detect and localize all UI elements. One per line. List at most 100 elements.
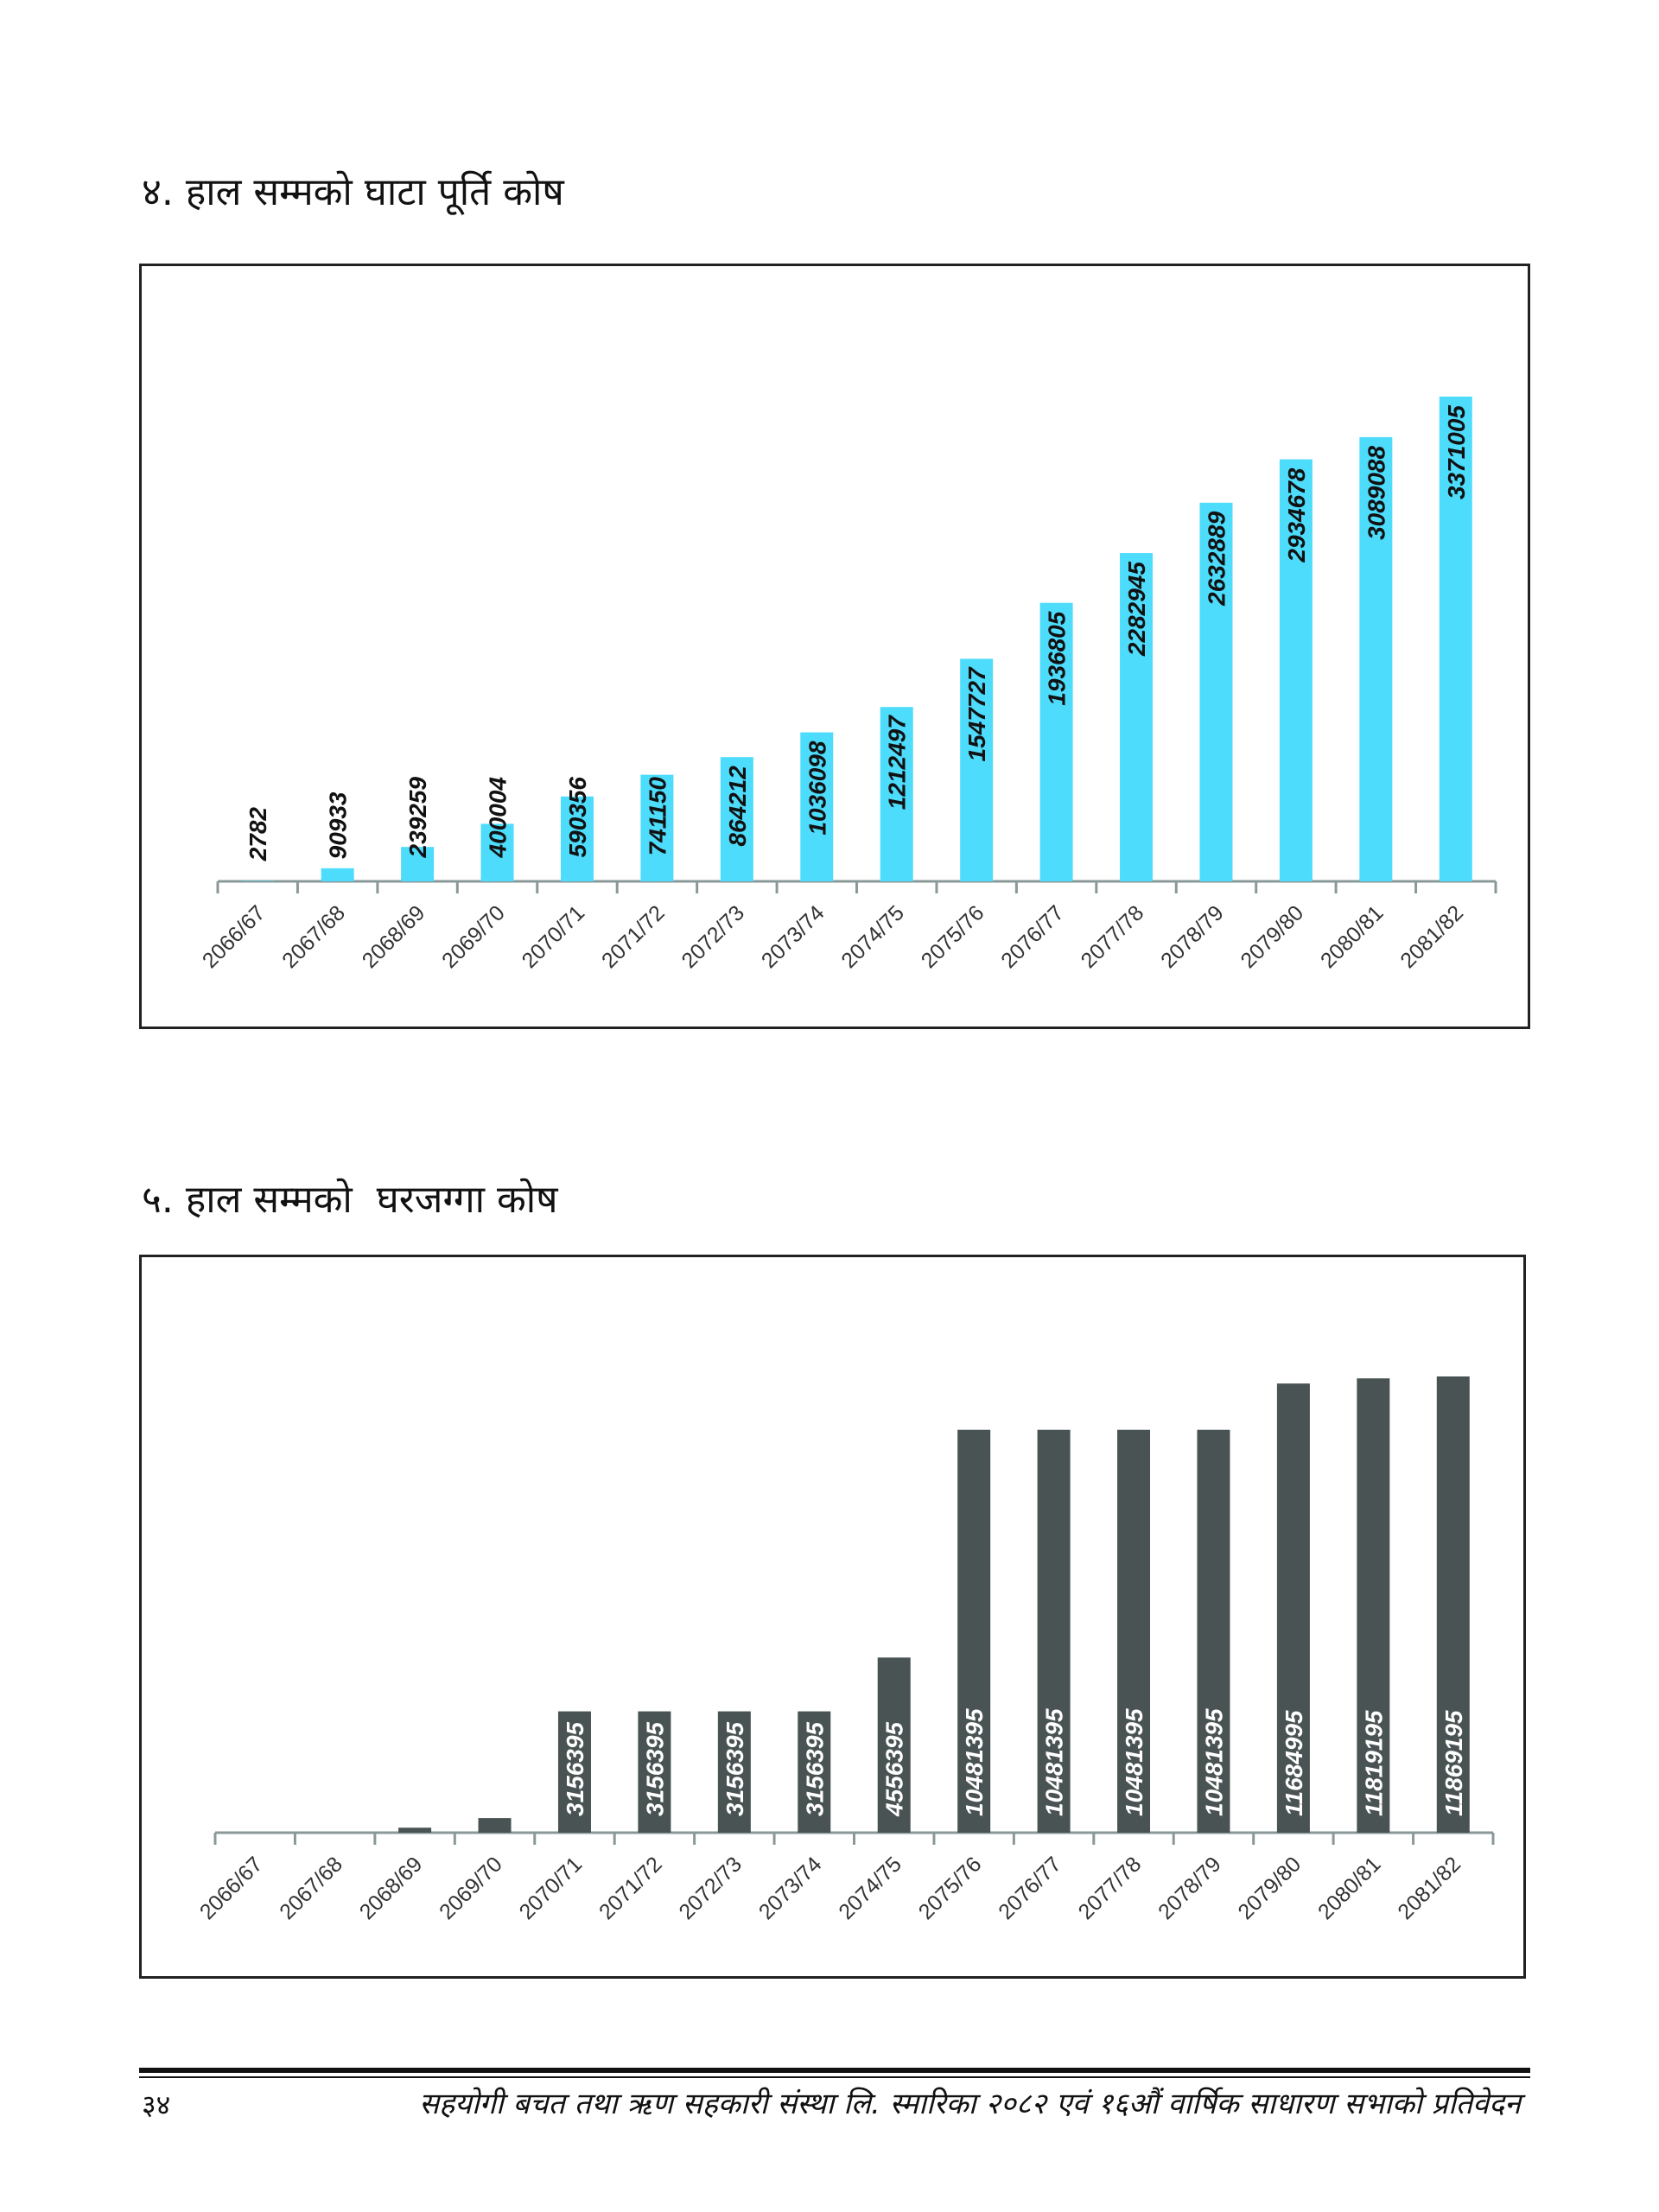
data-label: 2632889 (1203, 511, 1230, 606)
x-tick-label: 2080/81 (1313, 1852, 1386, 1924)
x-tick-label: 2070/71 (515, 1852, 588, 1924)
data-label: 2282945 (1123, 562, 1150, 657)
data-label: 3089088 (1363, 445, 1389, 539)
bar (798, 1711, 831, 1833)
data-label: 1212497 (884, 715, 911, 810)
footer-text: सहयोगी बचत तथा ऋण सहकारी संस्था लि. स्मा… (419, 2087, 1521, 2121)
x-tick-label: 2069/70 (437, 900, 510, 973)
bar (1439, 397, 1472, 881)
bar (1359, 436, 1393, 882)
data-label-group: 10481395 (1121, 1708, 1147, 1816)
bar (1357, 1378, 1390, 1833)
data-label: 2782 (245, 807, 271, 862)
chart-1-title: ४. हाल सम्मको घाटा पूर्ति कोष (142, 170, 564, 214)
x-tick-label: 2076/77 (996, 900, 1069, 973)
x-tick-label: 2070/71 (518, 900, 590, 973)
data-label: 2934678 (1283, 467, 1310, 563)
data-label-group: 11819195 (1360, 1710, 1387, 1816)
x-tick-label: 2075/76 (917, 900, 989, 973)
data-label: 400004 (485, 777, 512, 859)
bar (800, 732, 834, 881)
data-label: 10481395 (1200, 1708, 1227, 1816)
bar (1436, 1376, 1470, 1833)
x-tick-label: 2081/82 (1395, 900, 1468, 973)
data-label-group: 10481395 (961, 1708, 988, 1816)
bar (401, 847, 435, 881)
data-label: 590356 (564, 777, 591, 858)
x-tick-label: 2068/69 (355, 1852, 428, 1924)
x-tick-label: 2066/67 (198, 900, 270, 973)
data-label-group: 10481395 (1200, 1708, 1227, 1816)
bar (1276, 1383, 1310, 1833)
x-tick-label: 2077/78 (1074, 1852, 1147, 1924)
bar (720, 757, 753, 881)
data-label: 10481395 (1121, 1708, 1147, 1816)
data-label: 11819195 (1360, 1710, 1387, 1816)
footer-rule-thick (139, 2068, 1530, 2073)
footer-rule-thin (139, 2076, 1530, 2078)
data-label: 4556395 (881, 1722, 908, 1817)
x-tick-label: 2074/75 (836, 900, 909, 973)
data-label-group: 11869195 (1440, 1710, 1467, 1816)
data-label: 3156395 (562, 1722, 588, 1816)
data-label-group: 3156395 (801, 1722, 828, 1816)
data-label: 3156395 (641, 1722, 668, 1816)
x-tick-label: 2074/75 (834, 1852, 906, 1924)
chart-1-frame: 2066/67 2782 2067/68 90933 2068/69 239259 2069… (139, 264, 1530, 1029)
bar (1197, 1429, 1230, 1833)
x-tick-label: 2079/80 (1233, 1852, 1306, 1924)
x-tick-label: 2079/80 (1236, 900, 1308, 973)
bar (877, 1657, 911, 1833)
x-tick-label: 2067/68 (275, 1852, 347, 1924)
data-label-group: 10481395 (1041, 1708, 1068, 1816)
page-number: ३४ (142, 2088, 171, 2121)
bar (717, 1711, 751, 1833)
data-label: 1936805 (1044, 611, 1071, 705)
data-label-group: 11684995 (1281, 1710, 1307, 1816)
x-tick-label: 2067/68 (277, 900, 350, 973)
data-label: 1547727 (963, 666, 990, 761)
data-label: 741150 (644, 777, 671, 856)
chart-1-svg: 2066/67 2782 2067/68 90933 2068/69 239259 2069… (198, 397, 1497, 973)
x-tick-label: 2078/79 (1156, 900, 1229, 973)
x-tick-label: 2081/82 (1393, 1852, 1465, 1924)
chart-2-svg: 2066/67 2067/68 2068/69 2069/70 2070/71 31563… (195, 1376, 1495, 1924)
bar (1037, 1429, 1071, 1833)
bar (398, 1827, 432, 1833)
data-label-group: 4556395 (881, 1722, 908, 1817)
x-tick-label: 2080/81 (1316, 900, 1389, 973)
bar (638, 1711, 671, 1833)
x-tick-label: 2078/79 (1154, 1852, 1226, 1924)
x-tick-label: 2071/72 (594, 1852, 667, 1924)
bar (960, 658, 994, 881)
data-label-group: 3156395 (562, 1722, 588, 1816)
data-label: 239259 (404, 777, 431, 859)
data-label: 3371005 (1443, 405, 1470, 499)
data-label: 10481395 (961, 1708, 988, 1816)
data-label: 10481395 (1041, 1708, 1068, 1816)
bar (1117, 1429, 1151, 1833)
bar (1039, 602, 1073, 881)
data-label: 11684995 (1281, 1710, 1307, 1816)
bar (480, 823, 514, 881)
x-tick-label: 2068/69 (358, 900, 430, 973)
x-tick-label: 2072/73 (674, 1852, 747, 1924)
x-tick-label: 2073/74 (757, 900, 830, 973)
chart-2-frame: 2066/67 2067/68 2068/69 2069/70 2070/71 31563… (139, 1255, 1526, 1979)
bar (957, 1429, 991, 1833)
bar (557, 1711, 591, 1833)
data-label: 864212 (724, 766, 751, 847)
x-tick-label: 2066/67 (195, 1852, 268, 1924)
x-tick-label: 2077/78 (1077, 900, 1149, 973)
bar (880, 707, 913, 881)
data-label: 3156395 (721, 1722, 748, 1816)
data-label: 1036098 (804, 741, 830, 835)
x-tick-label: 2069/70 (435, 1852, 507, 1924)
bar (321, 868, 354, 881)
bar (640, 774, 674, 881)
bar (1199, 502, 1233, 881)
data-label: 11869195 (1440, 1710, 1467, 1816)
bar (1279, 459, 1313, 881)
x-tick-label: 2071/72 (597, 900, 670, 973)
bar (560, 796, 594, 881)
